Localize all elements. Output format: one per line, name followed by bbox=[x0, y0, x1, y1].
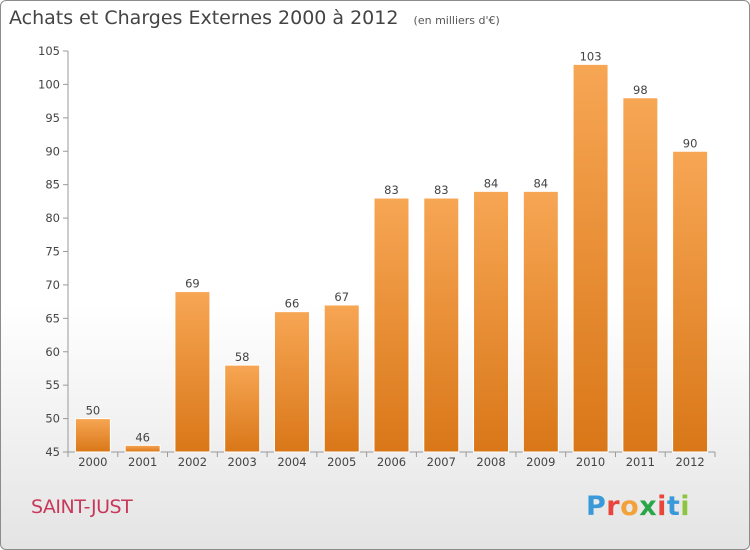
title-row: Achats et Charges Externes 2000 à 2012 (… bbox=[9, 7, 500, 29]
commune-name: SAINT-JUST bbox=[31, 496, 133, 518]
bar bbox=[672, 150, 709, 453]
y-tick-label: 90 bbox=[45, 144, 60, 158]
logo-letter: r bbox=[606, 491, 621, 522]
bar bbox=[273, 311, 310, 453]
bar bbox=[423, 197, 460, 453]
x-tick-label: 2006 bbox=[377, 455, 406, 469]
y-tick-label: 60 bbox=[45, 345, 60, 359]
y-tick-label: 70 bbox=[45, 278, 60, 292]
x-tick-label: 2012 bbox=[675, 455, 704, 469]
bar-value-label: 69 bbox=[185, 277, 200, 291]
bar-value-label: 98 bbox=[633, 83, 648, 97]
bar-value-label: 67 bbox=[334, 290, 349, 304]
logo-letter: o bbox=[620, 491, 640, 522]
bar-value-label: 58 bbox=[235, 350, 250, 364]
x-tick-label: 2009 bbox=[526, 455, 555, 469]
bar bbox=[373, 197, 410, 453]
y-tick-label: 100 bbox=[38, 77, 60, 91]
logo-letter: i bbox=[680, 491, 691, 522]
bar bbox=[224, 364, 261, 453]
logo-letter: x bbox=[639, 491, 658, 522]
y-tick-label: 95 bbox=[45, 111, 60, 125]
bar bbox=[74, 418, 111, 453]
y-tick-label: 50 bbox=[45, 412, 60, 426]
x-tick-label: 2001 bbox=[128, 455, 157, 469]
x-tick-label: 2003 bbox=[228, 455, 257, 469]
bar bbox=[323, 304, 360, 453]
bar bbox=[622, 97, 659, 453]
y-tick-label: 85 bbox=[45, 178, 60, 192]
x-tick-label: 2008 bbox=[476, 455, 505, 469]
bar-value-label: 84 bbox=[533, 176, 548, 190]
y-tick-label: 45 bbox=[45, 445, 60, 459]
bar-value-label: 46 bbox=[135, 430, 150, 444]
bar-value-label: 66 bbox=[285, 297, 300, 311]
x-tick-label: 2010 bbox=[576, 455, 605, 469]
bar-value-label: 103 bbox=[580, 49, 602, 63]
bar-value-label: 83 bbox=[434, 183, 449, 197]
bar bbox=[174, 291, 211, 453]
bar bbox=[473, 190, 510, 453]
x-tick-label: 2004 bbox=[277, 455, 306, 469]
y-tick-label: 75 bbox=[45, 245, 60, 259]
bar bbox=[522, 190, 559, 453]
chart-title: Achats et Charges Externes 2000 à 2012 bbox=[9, 7, 399, 29]
x-tick-label: 2005 bbox=[327, 455, 356, 469]
bar-value-label: 84 bbox=[484, 176, 499, 190]
bar-value-label: 83 bbox=[384, 183, 399, 197]
logo-letter: i bbox=[657, 491, 667, 522]
proxiti-logo: Proxiti bbox=[586, 491, 690, 522]
bar bbox=[572, 63, 609, 453]
x-tick-label: 2000 bbox=[78, 455, 107, 469]
bar bbox=[124, 444, 161, 453]
bar-value-label: 50 bbox=[86, 404, 101, 418]
logo-letter: t bbox=[666, 491, 681, 522]
y-tick-label: 55 bbox=[45, 378, 60, 392]
logo-letter: P bbox=[586, 491, 607, 522]
x-tick-label: 2002 bbox=[178, 455, 207, 469]
y-tick-label: 105 bbox=[38, 44, 60, 58]
y-tick-label: 65 bbox=[45, 311, 60, 325]
x-tick-label: 2011 bbox=[626, 455, 655, 469]
x-tick-label: 2007 bbox=[427, 455, 456, 469]
chart-unit-subtitle: (en milliers d'€) bbox=[413, 14, 500, 27]
bar-value-label: 90 bbox=[683, 136, 698, 150]
y-tick-label: 80 bbox=[45, 211, 60, 225]
